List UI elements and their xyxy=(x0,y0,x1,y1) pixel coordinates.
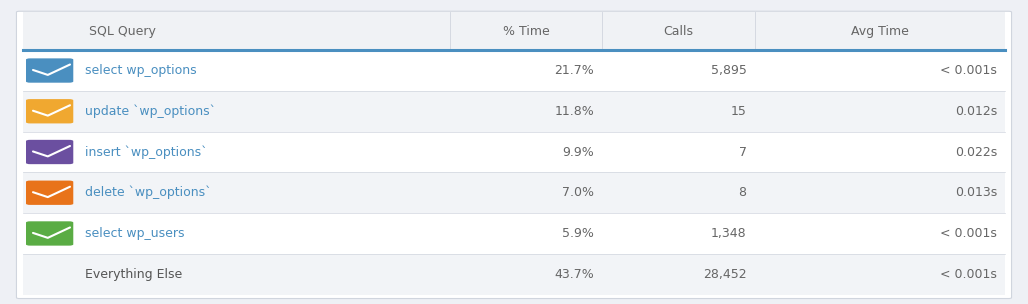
Text: 21.7%: 21.7% xyxy=(554,64,594,77)
Text: 8: 8 xyxy=(738,186,746,199)
Bar xyxy=(23,172,1005,213)
Text: % Time: % Time xyxy=(503,25,550,38)
Text: 0.022s: 0.022s xyxy=(955,146,997,158)
Bar xyxy=(23,132,1005,172)
Bar xyxy=(23,50,1005,91)
Bar xyxy=(23,91,1005,132)
Text: delete `wp_options`: delete `wp_options` xyxy=(85,186,212,199)
Text: Calls: Calls xyxy=(664,25,694,38)
FancyBboxPatch shape xyxy=(26,140,73,164)
Text: 0.012s: 0.012s xyxy=(955,105,997,118)
Text: 5.9%: 5.9% xyxy=(562,227,594,240)
Text: < 0.001s: < 0.001s xyxy=(941,64,997,77)
FancyBboxPatch shape xyxy=(26,181,73,205)
Text: 1,348: 1,348 xyxy=(711,227,746,240)
Text: insert `wp_options`: insert `wp_options` xyxy=(85,145,208,159)
Text: 15: 15 xyxy=(731,105,746,118)
Text: Avg Time: Avg Time xyxy=(851,25,909,38)
FancyBboxPatch shape xyxy=(16,11,1012,299)
Text: Everything Else: Everything Else xyxy=(85,268,182,281)
Text: select wp_options: select wp_options xyxy=(85,64,196,77)
Text: 7.0%: 7.0% xyxy=(562,186,594,199)
Text: 28,452: 28,452 xyxy=(703,268,746,281)
Text: 9.9%: 9.9% xyxy=(562,146,594,158)
Bar xyxy=(23,254,1005,295)
Bar xyxy=(23,12,1005,50)
FancyBboxPatch shape xyxy=(26,99,73,123)
Text: 7: 7 xyxy=(738,146,746,158)
Text: 0.013s: 0.013s xyxy=(955,186,997,199)
Text: < 0.001s: < 0.001s xyxy=(941,227,997,240)
Text: update `wp_options`: update `wp_options` xyxy=(85,105,216,118)
Bar xyxy=(23,213,1005,254)
Text: 11.8%: 11.8% xyxy=(554,105,594,118)
Text: SQL Query: SQL Query xyxy=(89,25,156,38)
Text: < 0.001s: < 0.001s xyxy=(941,268,997,281)
Text: 5,895: 5,895 xyxy=(710,64,746,77)
FancyBboxPatch shape xyxy=(26,221,73,246)
FancyBboxPatch shape xyxy=(26,58,73,83)
Text: select wp_users: select wp_users xyxy=(85,227,184,240)
Text: 43.7%: 43.7% xyxy=(554,268,594,281)
